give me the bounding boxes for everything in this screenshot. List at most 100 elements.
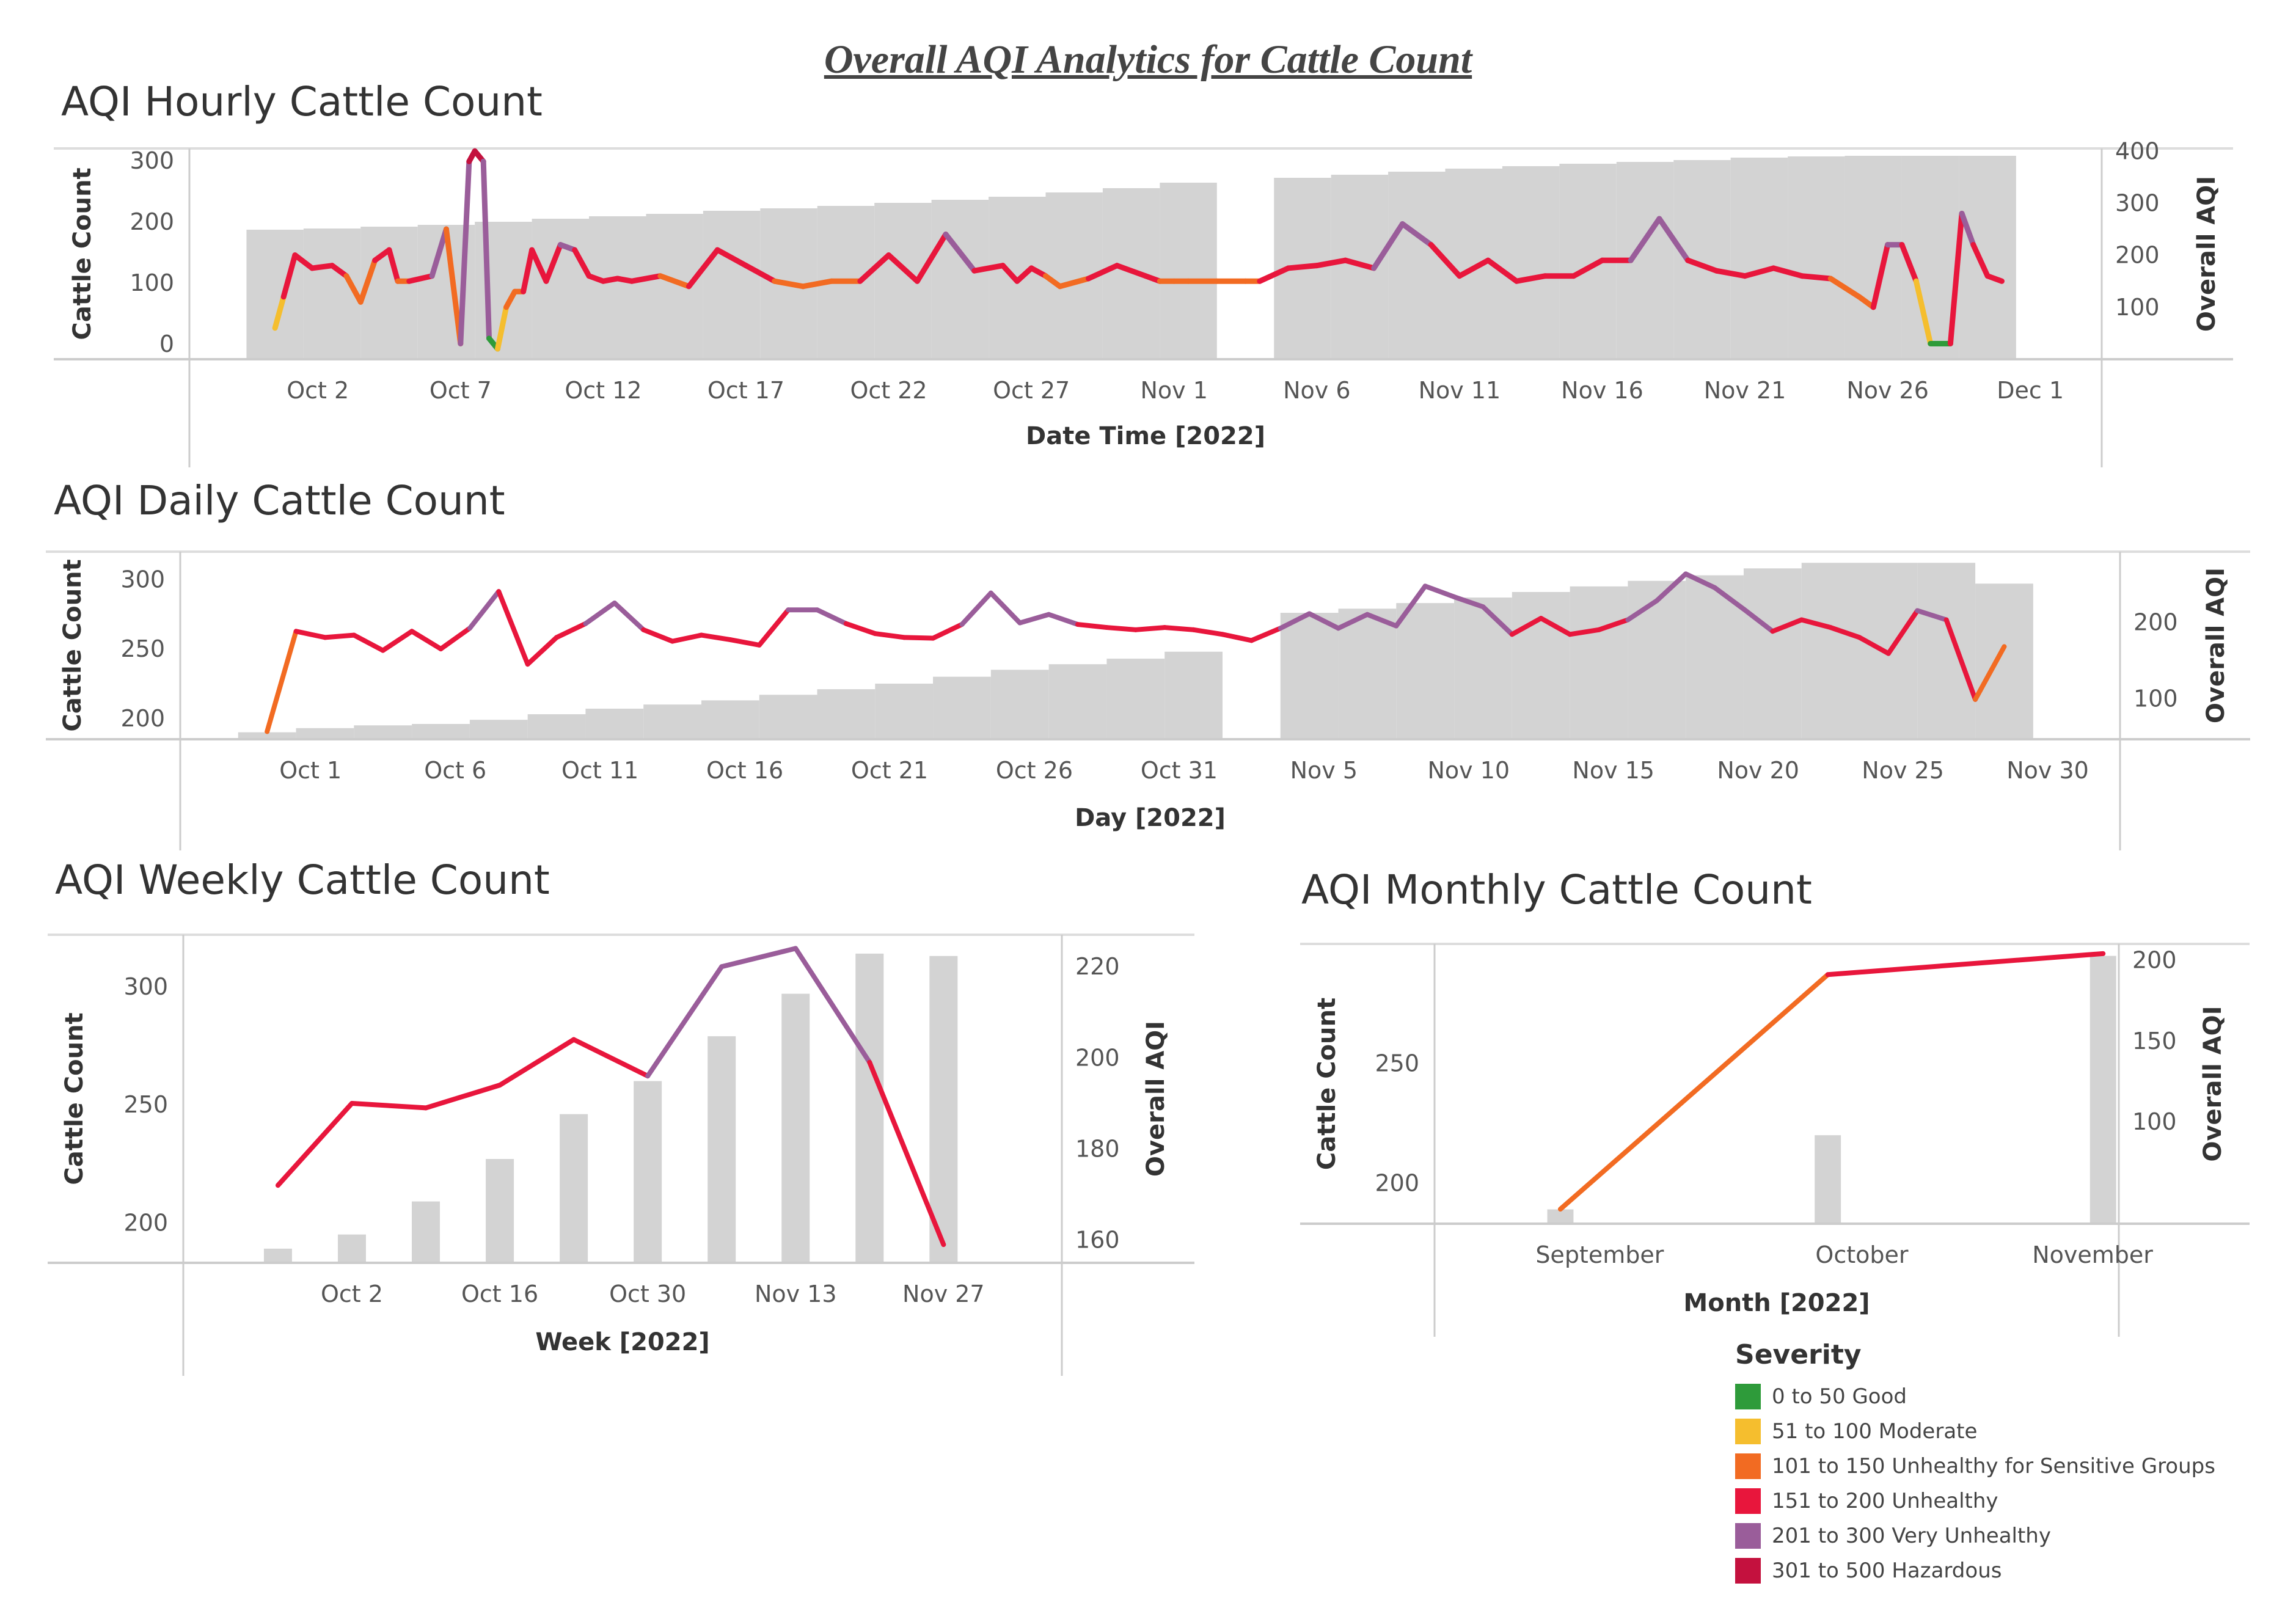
aqi-line-segment (1799, 273, 1834, 282)
aqi-line-segment (1480, 604, 1515, 637)
aqi-line-segment (1828, 625, 1862, 640)
cattle-count-bar (874, 203, 932, 359)
legend-label: 101 to 150 Unhealthy for Sensitive Group… (1772, 1453, 2215, 1478)
aqi-line-segment (1428, 242, 1463, 279)
aqi-line-segment (1947, 210, 1965, 346)
aqi-line-segment (800, 278, 835, 290)
aqi-line-segment (1457, 257, 1491, 279)
x-axis-label: Month [2022] (1683, 1289, 1870, 1317)
legend-swatch (1735, 1418, 1761, 1444)
aqi-line-segment (1219, 632, 1254, 643)
y2-tick-label: 200 (2133, 608, 2178, 635)
aqi-line-segment (1625, 598, 1659, 623)
aqi-line-segment (1741, 606, 1775, 634)
cattle-count-bar (303, 228, 361, 359)
x-tick-label: Oct 16 (461, 1281, 538, 1307)
y-tick-label: 100 (130, 269, 174, 296)
aqi-line-segment (1870, 242, 1891, 310)
aqi-line-segment (657, 273, 692, 290)
aqi-line-segment (645, 964, 725, 1079)
weekly-chart-title: AQI Weekly Cattle Count (55, 857, 550, 904)
aqi-line-segment (1075, 622, 1110, 630)
x-tick-label: Oct 7 (430, 377, 492, 404)
aqi-line-segment (322, 632, 357, 640)
aqi-line-segment (1567, 627, 1602, 637)
y2-axis-label: Overall AQI (2199, 1006, 2227, 1161)
aqi-line-segment (867, 1059, 946, 1248)
cattle-count-bar (527, 714, 586, 739)
y2-tick-label: 400 (2115, 137, 2160, 164)
aqi-line-segment (495, 304, 510, 352)
aqi-line-segment (380, 629, 415, 653)
cattle-count-bar (1844, 156, 1902, 359)
cattle-count-bar (1673, 160, 1731, 359)
legend-item-unhealthy: 151 to 200 Unhealthy (1735, 1483, 2215, 1518)
aqi-line-segment (612, 600, 646, 632)
aqi-line-segment (265, 629, 299, 734)
aqi-line-segment (1014, 265, 1034, 284)
legend-title: Severity (1735, 1339, 1862, 1370)
legend-label: 301 to 500 Hazardous (1772, 1558, 2002, 1583)
aqi-line-segment (1336, 612, 1370, 631)
y-tick-label: 0 (159, 331, 174, 357)
y-axis-label: Cattle Count (68, 167, 97, 340)
x-tick-label: Nov 20 (1717, 757, 1799, 784)
y2-tick-label: 150 (2132, 1028, 2177, 1054)
aqi-line-segment (423, 1083, 503, 1111)
x-tick-label: Nov 30 (2006, 757, 2089, 784)
y-tick-label: 250 (123, 1091, 168, 1118)
aqi-line-segment (686, 247, 720, 290)
cattle-count-bar (1338, 608, 1397, 739)
cattle-count-bar (1280, 613, 1339, 739)
legend-item-very-unhealthy: 201 to 300 Very Unhealthy (1735, 1518, 2215, 1553)
y-axis-label: Cattle Count (1313, 998, 1341, 1170)
aqi-line-segment (1042, 273, 1063, 290)
x-tick-label: Nov 21 (1704, 377, 1786, 404)
aqi-line-segment (1970, 242, 1991, 279)
cattle-count-bar (1388, 172, 1446, 359)
x-tick-label: Nov 25 (1862, 757, 1944, 784)
cattle-count-bar (1454, 598, 1512, 739)
aqi-line-segment (959, 590, 993, 627)
aqi-line-segment (480, 158, 492, 342)
aqi-line-segment (293, 629, 327, 640)
legend-label: 201 to 300 Very Unhealthy (1772, 1523, 2051, 1548)
cattle-count-bar (1628, 580, 1686, 739)
y-tick-label: 250 (120, 635, 165, 662)
x-tick-label: Nov 5 (1290, 757, 1358, 784)
aqi-line-segment (1394, 583, 1428, 629)
cattle-count-bar (1102, 188, 1160, 359)
aqi-line-segment (521, 247, 535, 294)
y2-tick-label: 100 (2115, 294, 2160, 321)
aqi-line-segment (438, 626, 472, 652)
aqi-line-segment (309, 263, 335, 271)
y2-axis-label: Overall AQI (1142, 1021, 1170, 1177)
aqi-line-segment (1557, 972, 1830, 1212)
aqi-line-segment (1257, 265, 1292, 284)
cattle-count-bar (931, 200, 989, 359)
aqi-line-segment (886, 252, 920, 284)
aqi-line-segment (872, 631, 907, 640)
cattle-count-bar (263, 1248, 292, 1263)
aqi-line-segment (1857, 635, 1891, 656)
cattle-count-bar (1396, 603, 1455, 739)
cattle-count-bar (2089, 956, 2116, 1224)
aqi-line-segment (1799, 617, 1834, 630)
cattle-count-bar (817, 689, 876, 739)
aqi-line-segment (743, 263, 778, 284)
cattle-count-bar (585, 708, 644, 739)
x-tick-label: Oct 2 (321, 1281, 383, 1307)
y-tick-label: 300 (120, 566, 165, 593)
aqi-line-segment (728, 637, 762, 648)
aqi-line-segment (525, 635, 560, 667)
x-tick-label: Oct 6 (424, 757, 486, 784)
aqi-line-segment (1342, 257, 1377, 271)
aqi-line-segment (1086, 263, 1120, 282)
cattle-count-bar (1048, 664, 1107, 739)
aqi-line-segment (1133, 625, 1168, 632)
cattle-count-bar (634, 1081, 662, 1263)
x-axis-label: Date Time [2022] (1026, 422, 1265, 450)
aqi-line-segment (930, 622, 965, 641)
x-tick-label: Oct 17 (707, 377, 784, 404)
legend-label: 51 to 100 Moderate (1772, 1419, 1978, 1444)
